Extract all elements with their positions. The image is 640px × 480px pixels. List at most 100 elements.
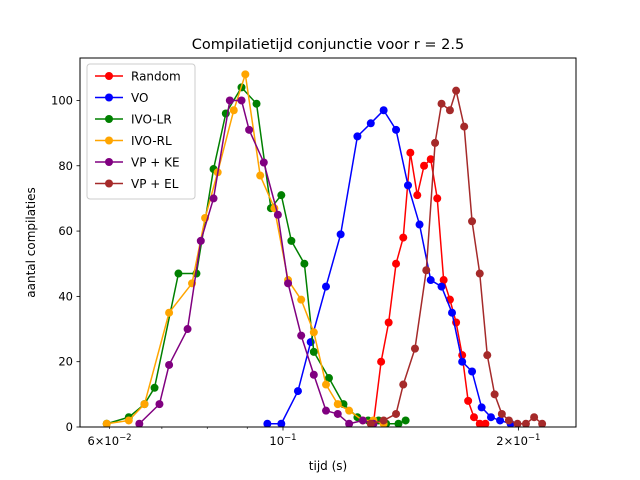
data-point — [422, 266, 431, 275]
data-point — [437, 99, 446, 108]
data-point — [333, 400, 342, 409]
data-point — [415, 220, 424, 229]
legend-marker — [105, 136, 113, 145]
data-point — [458, 357, 467, 366]
data-point — [445, 106, 454, 115]
data-point — [259, 158, 268, 167]
legend-entry: VP + EL — [95, 177, 179, 191]
data-point — [486, 413, 495, 422]
legend-marker — [105, 158, 113, 166]
data-point — [406, 148, 415, 157]
data-point — [245, 125, 254, 134]
data-point — [513, 419, 522, 427]
x-tick-label: 10−1 — [269, 433, 296, 448]
data-point — [490, 390, 499, 399]
y-tick-label: 60 — [58, 224, 73, 238]
data-point — [358, 416, 367, 425]
legend-marker — [105, 179, 113, 188]
data-point — [452, 86, 461, 95]
data-point — [403, 181, 412, 190]
legend-label: IVO-RL — [131, 134, 172, 148]
data-point — [469, 413, 478, 422]
data-point — [309, 347, 318, 356]
data-point — [196, 236, 205, 245]
data-point — [297, 295, 306, 304]
plot-frame — [79, 57, 577, 428]
data-point — [241, 70, 250, 79]
data-point — [538, 419, 547, 427]
data-point — [297, 331, 306, 340]
legend-entry: VP + KE — [95, 156, 180, 170]
data-point — [401, 416, 410, 425]
data-point — [410, 344, 419, 353]
plot-area — [102, 70, 547, 427]
series-5 — [366, 86, 547, 427]
data-point — [322, 282, 330, 291]
data-point — [366, 419, 375, 427]
data-point — [496, 416, 505, 425]
data-point — [437, 282, 446, 291]
y-tick-label: 20 — [58, 355, 73, 369]
y-tick-label: 80 — [58, 159, 73, 173]
data-point — [300, 259, 309, 268]
data-point — [392, 259, 401, 268]
data-point — [322, 380, 330, 389]
legend-label: VP + EL — [131, 177, 179, 191]
data-point — [426, 155, 435, 164]
data-point — [477, 403, 486, 412]
data-point — [155, 400, 164, 409]
data-point — [165, 360, 174, 369]
data-point — [431, 138, 440, 147]
data-point — [392, 125, 401, 134]
data-point — [504, 416, 513, 425]
data-point — [277, 191, 286, 200]
data-point — [333, 409, 342, 418]
legend-marker — [105, 115, 113, 123]
data-point — [287, 236, 296, 245]
data-point — [256, 171, 265, 180]
data-point — [124, 416, 133, 425]
data-point — [237, 96, 246, 105]
data-point — [394, 419, 403, 427]
data-point — [379, 106, 388, 115]
data-point — [460, 122, 469, 131]
data-point — [481, 419, 490, 427]
data-point — [324, 374, 333, 383]
x-tick-label: 6×10−2 — [87, 433, 131, 448]
data-point — [150, 383, 159, 392]
y-tick-label: 40 — [58, 289, 73, 303]
data-point — [468, 217, 477, 226]
data-point — [379, 416, 388, 425]
data-point — [225, 96, 234, 105]
legend-entry: IVO-LR — [95, 113, 172, 127]
data-point — [392, 409, 401, 418]
data-point — [399, 233, 408, 242]
data-point — [174, 269, 183, 278]
y-tick-label: 100 — [51, 93, 73, 107]
data-point — [530, 413, 539, 422]
data-point — [336, 230, 345, 239]
legend-marker — [105, 72, 113, 80]
legend-entry: Random — [95, 70, 181, 84]
legend-label: IVO-LR — [131, 113, 172, 127]
data-point — [102, 419, 111, 427]
data-point — [209, 194, 218, 203]
data-point — [483, 351, 492, 360]
data-point — [309, 328, 318, 337]
legend-marker — [105, 93, 113, 102]
data-point — [475, 269, 484, 278]
data-point — [135, 419, 144, 427]
data-point — [322, 406, 330, 415]
data-point — [345, 419, 354, 427]
data-point — [183, 325, 192, 334]
data-point — [165, 308, 174, 317]
legend-label: VP + KE — [131, 156, 180, 170]
data-point — [399, 380, 408, 389]
legend-entry: VO — [95, 91, 148, 105]
data-point — [309, 370, 318, 379]
data-point — [433, 194, 442, 203]
data-point — [497, 409, 506, 418]
data-point — [468, 367, 477, 376]
data-point — [377, 357, 386, 366]
